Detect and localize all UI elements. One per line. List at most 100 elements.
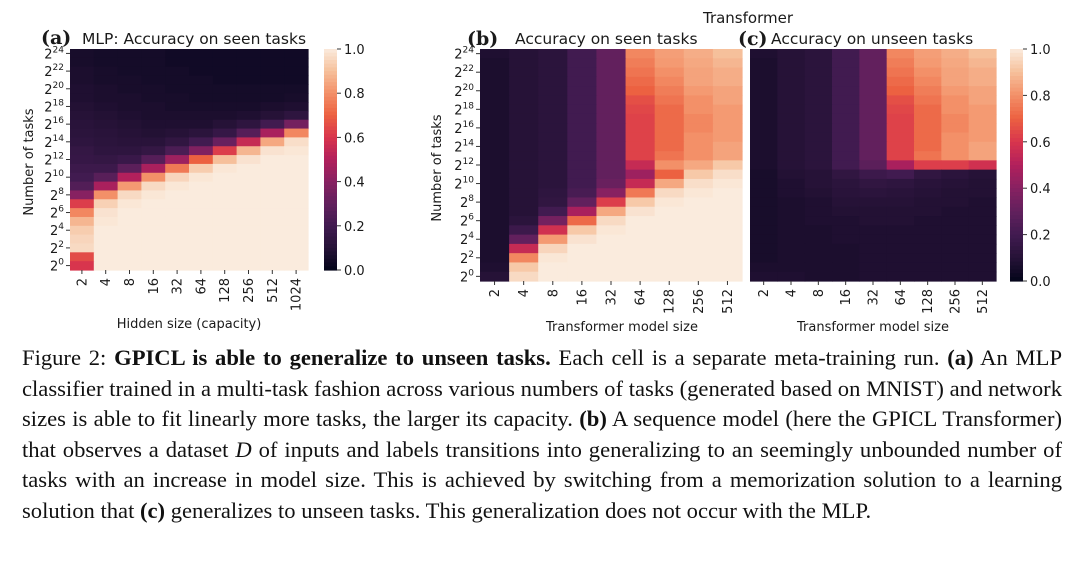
heat-cell (750, 169, 778, 180)
heatmap-a-cells (70, 49, 309, 271)
heat-cell (284, 261, 309, 271)
heat-cell (141, 110, 166, 121)
heat-cell (683, 271, 714, 282)
heat-cell (189, 208, 214, 218)
heat-cell (596, 262, 627, 273)
heat-cell (777, 243, 806, 254)
colorbar-segment (1010, 172, 1023, 178)
panel-b-ylabel: Number of tasks (430, 114, 445, 221)
heat-cell (750, 123, 778, 134)
heat-cell (70, 137, 95, 147)
heat-cell (886, 123, 915, 134)
heat-cell (968, 123, 997, 134)
heat-cell (141, 146, 166, 156)
heat-cell (480, 132, 510, 143)
heat-cell (712, 104, 743, 115)
heat-cell (941, 104, 970, 115)
heat-cell (625, 58, 656, 69)
heat-cell (832, 271, 860, 282)
heat-cell (480, 234, 510, 245)
heat-cell (212, 84, 238, 94)
x-tick-label: 32 (867, 289, 882, 306)
heat-cell (117, 57, 142, 68)
heat-cell (886, 188, 915, 199)
colorbar-segment (1010, 188, 1023, 193)
heat-cell (567, 243, 598, 254)
heat-cell (914, 160, 942, 171)
heat-cell (625, 243, 656, 254)
heat-cell (941, 123, 970, 134)
heat-cell (804, 151, 833, 161)
colorbar-segment (1010, 107, 1023, 112)
heat-cell (480, 225, 510, 236)
heat-cell (284, 190, 309, 200)
heat-cell (480, 151, 510, 161)
heat-cell (509, 225, 539, 236)
colorbar-segment (1010, 161, 1023, 166)
y-tick-label: 20 (50, 258, 64, 275)
heat-cell (804, 95, 833, 106)
heat-cell (117, 137, 142, 147)
heat-cell (596, 253, 627, 264)
heat-cell (596, 132, 627, 143)
heat-cell (509, 160, 539, 171)
heat-cell (941, 169, 970, 180)
heat-cell (284, 155, 309, 165)
heat-cell (804, 169, 833, 180)
colorbar-segment (324, 118, 337, 124)
colorbar-segment (324, 200, 337, 205)
heat-cell (712, 253, 743, 264)
heat-cell (117, 208, 142, 218)
colorbar-segment (324, 152, 337, 157)
heat-cell (70, 172, 95, 183)
x-tick-label: 8 (546, 289, 561, 297)
heat-cell (712, 151, 743, 161)
heat-cell (236, 110, 261, 121)
colorbar-segment (324, 163, 337, 168)
colorbar-segment (1010, 203, 1023, 209)
panel-c-x-ticks: 2 4 8 16 32 64 128 256 512 (757, 281, 991, 314)
heat-cell (165, 137, 190, 147)
heat-cell (859, 234, 888, 245)
heat-cell (886, 234, 915, 245)
heat-cell (886, 104, 915, 115)
heat-cell (941, 86, 970, 96)
heat-cell (117, 261, 142, 271)
heat-cell (683, 225, 714, 236)
heat-cell (236, 146, 261, 156)
figure-caption: Figure 2: GPICL is able to generalize to… (22, 343, 1062, 526)
heat-cell (596, 151, 627, 161)
heat-cell (750, 271, 778, 282)
heat-cell (712, 178, 743, 189)
heat-cell (212, 225, 238, 236)
heat-cell (141, 75, 166, 85)
heat-cell (480, 95, 510, 106)
colorbar-segment (1010, 234, 1023, 240)
heat-cell (750, 49, 778, 59)
y-tick-label: 210 (454, 176, 474, 193)
heat-cell (480, 216, 510, 226)
colorbar-segment (1010, 195, 1023, 201)
heat-cell (968, 67, 997, 78)
heat-cell (654, 197, 685, 208)
heat-cell (654, 104, 685, 115)
heat-cell (886, 206, 915, 217)
heat-cell (93, 155, 119, 165)
heat-cell (941, 243, 970, 254)
x-tick-label: 512 (266, 278, 281, 303)
y-tick-label: 220 (454, 83, 474, 100)
heat-cell (596, 188, 627, 199)
heat-cell (968, 113, 997, 124)
heat-cell (804, 67, 833, 78)
heat-cell (212, 155, 238, 165)
heat-cell (480, 253, 510, 264)
heat-cell (941, 262, 970, 273)
heat-cell (70, 93, 95, 103)
heat-cell (914, 132, 942, 143)
colorbar-tick-label: 0.2 (344, 220, 365, 235)
heat-cell (260, 146, 285, 156)
heat-cell (260, 57, 285, 68)
heat-cell (625, 49, 656, 59)
heat-cell (777, 197, 806, 208)
heat-cell (567, 132, 598, 143)
